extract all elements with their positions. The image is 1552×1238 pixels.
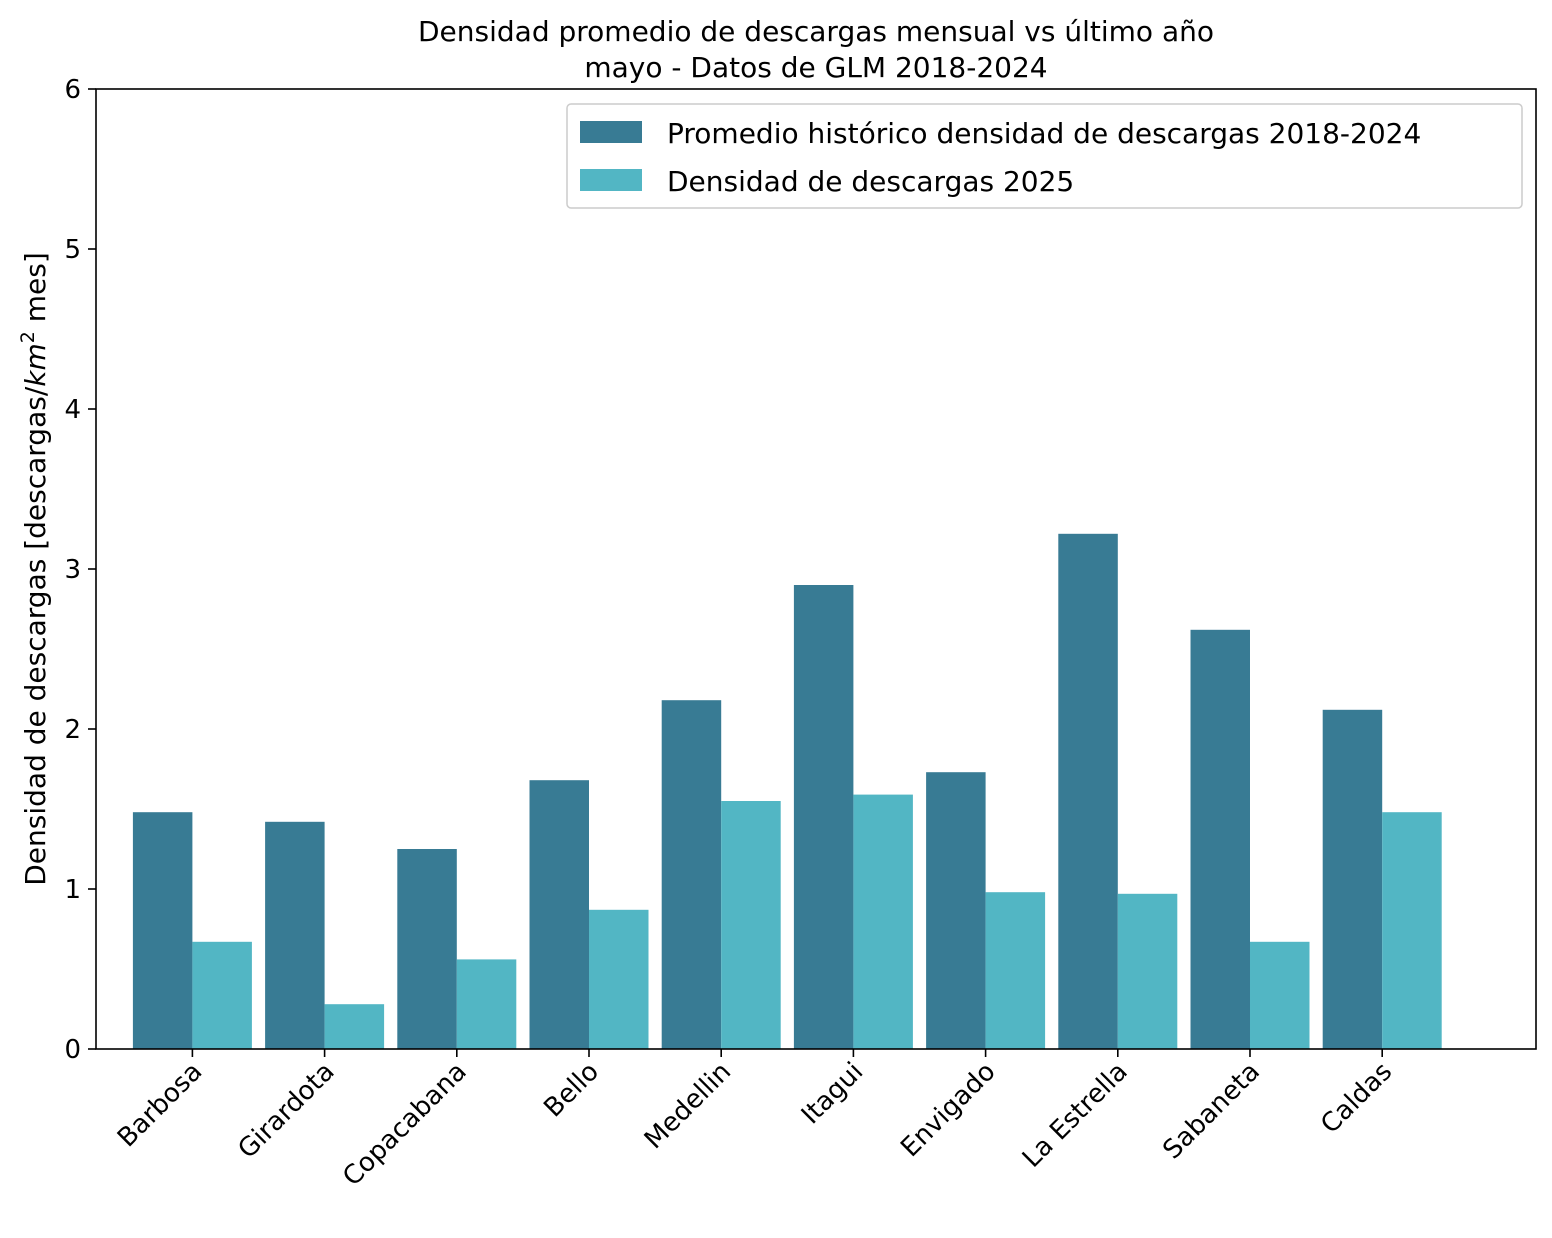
y-tick-label: 2: [64, 715, 81, 745]
x-tick-label: Medellin: [639, 1057, 737, 1155]
bar-historical-bello: [529, 780, 589, 1049]
x-tick-label: La Estrella: [1017, 1057, 1134, 1174]
chart-title: Densidad promedio de descargas mensual v…: [418, 15, 1214, 48]
bar-2025-sabaneta: [1250, 941, 1310, 1049]
bar-2025-envigado: [985, 892, 1046, 1049]
bar-historical-envigado: [926, 772, 986, 1049]
bars-layer: [132, 533, 1442, 1049]
y-tick-label: 6: [64, 75, 81, 105]
y-axis-label-unit: km: [19, 343, 52, 387]
y-tick-label: 1: [64, 875, 81, 905]
bar-historical-sabaneta: [1190, 629, 1250, 1049]
y-tick-label: 4: [64, 395, 81, 425]
chart-subtitle: mayo - Datos de GLM 2018-2024: [584, 51, 1047, 84]
bar-2025-la-estrella: [1117, 893, 1178, 1049]
bar-historical-la-estrella: [1058, 533, 1118, 1049]
bar-2025-girardota: [324, 1004, 385, 1049]
y-tick-label: 5: [64, 235, 81, 265]
y-tick-label: 0: [64, 1035, 81, 1065]
y-axis-label-prefix: Densidad de descargas [descargas/: [19, 386, 52, 886]
bar-2025-caldas: [1382, 812, 1442, 1049]
x-tick-label: Envigado: [895, 1057, 1001, 1163]
bar-historical-copacabana: [397, 849, 457, 1049]
x-tick-label: Barbosa: [112, 1057, 208, 1153]
bar-2025-itagui: [853, 794, 913, 1049]
x-tick-label: Copacabana: [337, 1057, 472, 1192]
bar-2025-medellin: [721, 801, 781, 1049]
y-axis-label: Densidad de descargas [descargas/km2 mes…: [17, 252, 52, 886]
y-axis-label-suffix: mes]: [19, 252, 52, 331]
bar-2025-bello: [589, 909, 649, 1049]
x-tick-label: Bello: [538, 1057, 605, 1124]
legend-swatch-2025: [580, 169, 642, 191]
legend-label-2025: Densidad de descargas 2025: [667, 165, 1074, 198]
x-tick-label: Caldas: [1315, 1057, 1398, 1140]
bar-historical-medellin: [661, 700, 722, 1049]
x-tick-label: Itagui: [796, 1057, 870, 1131]
x-tick-label: Sabaneta: [1157, 1057, 1266, 1166]
y-axis-label-exponent: 2: [17, 331, 39, 343]
legend-frame: [566, 103, 1523, 209]
bar-historical-itagui: [793, 585, 854, 1049]
bar-historical-caldas: [1322, 709, 1383, 1049]
legend-label-historical: Promedio histórico densidad de descargas…: [667, 117, 1421, 150]
bar-2025-barbosa: [192, 941, 252, 1049]
bar-2025-copacabana: [456, 959, 517, 1049]
y-tick-label: 3: [64, 555, 81, 585]
x-tick-label: Girardota: [233, 1057, 341, 1165]
legend: Promedio histórico densidad de descargas…: [566, 103, 1523, 209]
plot-frame: [95, 88, 1537, 1050]
bar-historical-barbosa: [132, 812, 193, 1049]
legend-swatch-historical: [580, 121, 642, 143]
y-axis: 0 1 2 3 4 5 6: [64, 75, 96, 1065]
bar-historical-girardota: [265, 821, 325, 1049]
